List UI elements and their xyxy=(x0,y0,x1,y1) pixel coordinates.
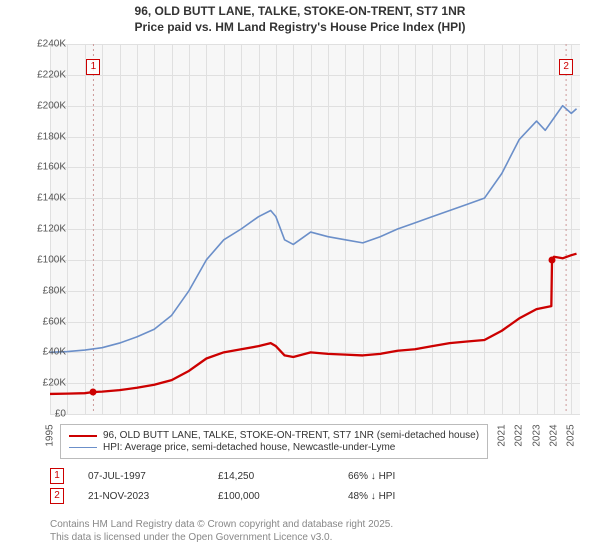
events-table: 1 07-JUL-1997 £14,250 66% ↓ HPI 2 21-NOV… xyxy=(50,468,478,508)
y-axis-label: £60K xyxy=(43,316,66,327)
y-axis-label: £240K xyxy=(37,39,66,50)
y-axis-label: £40K xyxy=(43,347,66,358)
sale-dot xyxy=(90,389,97,396)
table-row: 1 07-JUL-1997 £14,250 66% ↓ HPI xyxy=(50,468,478,484)
x-axis-label: 1995 xyxy=(45,424,56,446)
legend-swatch-property xyxy=(69,435,97,437)
y-axis-label: £120K xyxy=(37,224,66,235)
event-price: £14,250 xyxy=(218,471,348,482)
footer-line-1: Contains HM Land Registry data © Crown c… xyxy=(50,518,393,531)
y-axis-label: £100K xyxy=(37,254,66,265)
event-date: 07-JUL-1997 xyxy=(88,471,218,482)
event-marker-1: 1 xyxy=(50,468,64,484)
x-axis-label: 2024 xyxy=(548,424,559,446)
legend-swatch-hpi xyxy=(69,447,97,448)
legend-item-property: 96, OLD BUTT LANE, TALKE, STOKE-ON-TRENT… xyxy=(69,430,479,441)
table-row: 2 21-NOV-2023 £100,000 48% ↓ HPI xyxy=(50,488,478,504)
chart-title: 96, OLD BUTT LANE, TALKE, STOKE-ON-TRENT… xyxy=(0,0,600,35)
marker-box: 2 xyxy=(559,59,573,75)
event-delta: 48% ↓ HPI xyxy=(348,491,478,502)
x-axis-label: 2022 xyxy=(514,424,525,446)
x-axis-label: 2021 xyxy=(496,424,507,446)
y-axis-label: £180K xyxy=(37,131,66,142)
sale-dot xyxy=(549,256,556,263)
legend-label-hpi: HPI: Average price, semi-detached house,… xyxy=(103,442,395,453)
event-marker-2: 2 xyxy=(50,488,64,504)
x-axis-label: 2025 xyxy=(566,424,577,446)
y-axis-label: £20K xyxy=(43,378,66,389)
y-axis-label: £140K xyxy=(37,193,66,204)
title-line-2: Price paid vs. HM Land Registry's House … xyxy=(0,20,600,36)
event-price: £100,000 xyxy=(218,491,348,502)
footer: Contains HM Land Registry data © Crown c… xyxy=(50,518,393,544)
chart-area: 12 xyxy=(50,44,580,414)
x-axis-label: 2023 xyxy=(531,424,542,446)
y-axis-label: £80K xyxy=(43,285,66,296)
marker-box: 1 xyxy=(86,59,100,75)
event-delta: 66% ↓ HPI xyxy=(348,471,478,482)
y-axis-label: £160K xyxy=(37,162,66,173)
footer-line-2: This data is licensed under the Open Gov… xyxy=(50,531,393,544)
legend-item-hpi: HPI: Average price, semi-detached house,… xyxy=(69,442,479,453)
event-date: 21-NOV-2023 xyxy=(88,491,218,502)
chart-lines xyxy=(50,44,580,414)
y-axis-label: £220K xyxy=(37,69,66,80)
y-axis-label: £0 xyxy=(55,409,66,420)
legend: 96, OLD BUTT LANE, TALKE, STOKE-ON-TRENT… xyxy=(60,424,488,459)
y-axis-label: £200K xyxy=(37,100,66,111)
legend-label-property: 96, OLD BUTT LANE, TALKE, STOKE-ON-TRENT… xyxy=(103,430,479,441)
title-line-1: 96, OLD BUTT LANE, TALKE, STOKE-ON-TRENT… xyxy=(0,4,600,20)
